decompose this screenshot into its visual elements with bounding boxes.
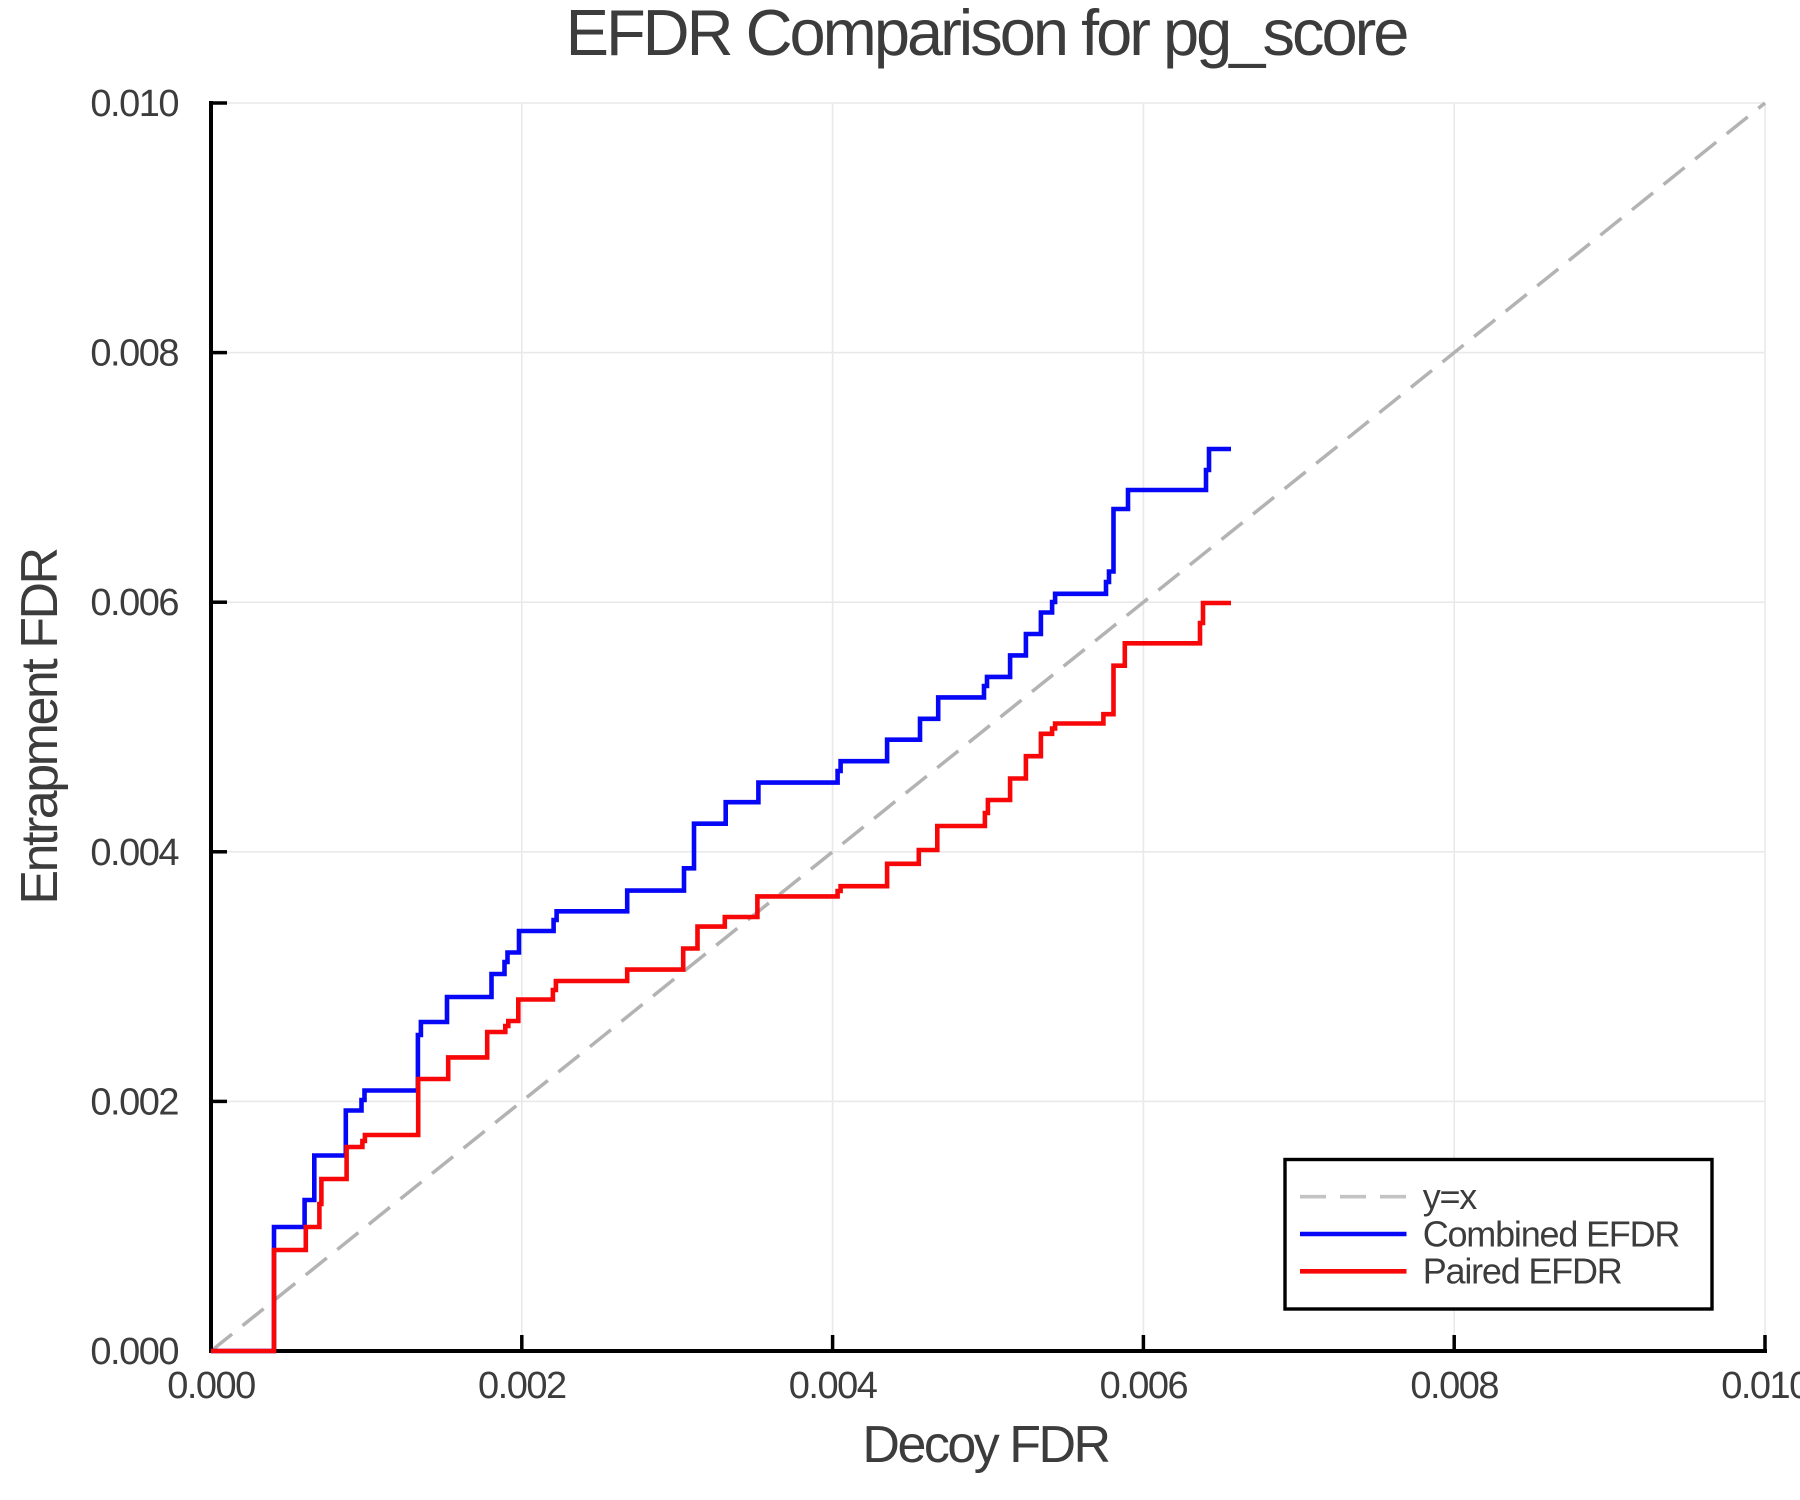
svg-text:0.010: 0.010 [1721,1365,1800,1407]
svg-text:0.004: 0.004 [789,1365,878,1407]
svg-text:0.004: 0.004 [90,832,179,874]
svg-text:0.006: 0.006 [90,582,178,624]
svg-text:0.000: 0.000 [90,1331,178,1373]
svg-text:0.000: 0.000 [167,1365,255,1407]
svg-text:0.008: 0.008 [1410,1365,1498,1407]
svg-text:Entrapment FDR: Entrapment FDR [11,548,69,904]
svg-text:0.002: 0.002 [478,1365,566,1407]
svg-text:0.010: 0.010 [90,83,178,125]
svg-text:0.008: 0.008 [90,333,178,375]
svg-text:Combined EFDR: Combined EFDR [1423,1213,1680,1254]
svg-text:EFDR Comparison for pg_score: EFDR Comparison for pg_score [566,0,1408,69]
svg-text:y=x: y=x [1423,1176,1478,1217]
svg-text:Decoy FDR: Decoy FDR [862,1416,1109,1474]
svg-text:Paired EFDR: Paired EFDR [1423,1251,1622,1292]
svg-text:0.002: 0.002 [90,1081,178,1123]
svg-text:0.006: 0.006 [1100,1365,1188,1407]
